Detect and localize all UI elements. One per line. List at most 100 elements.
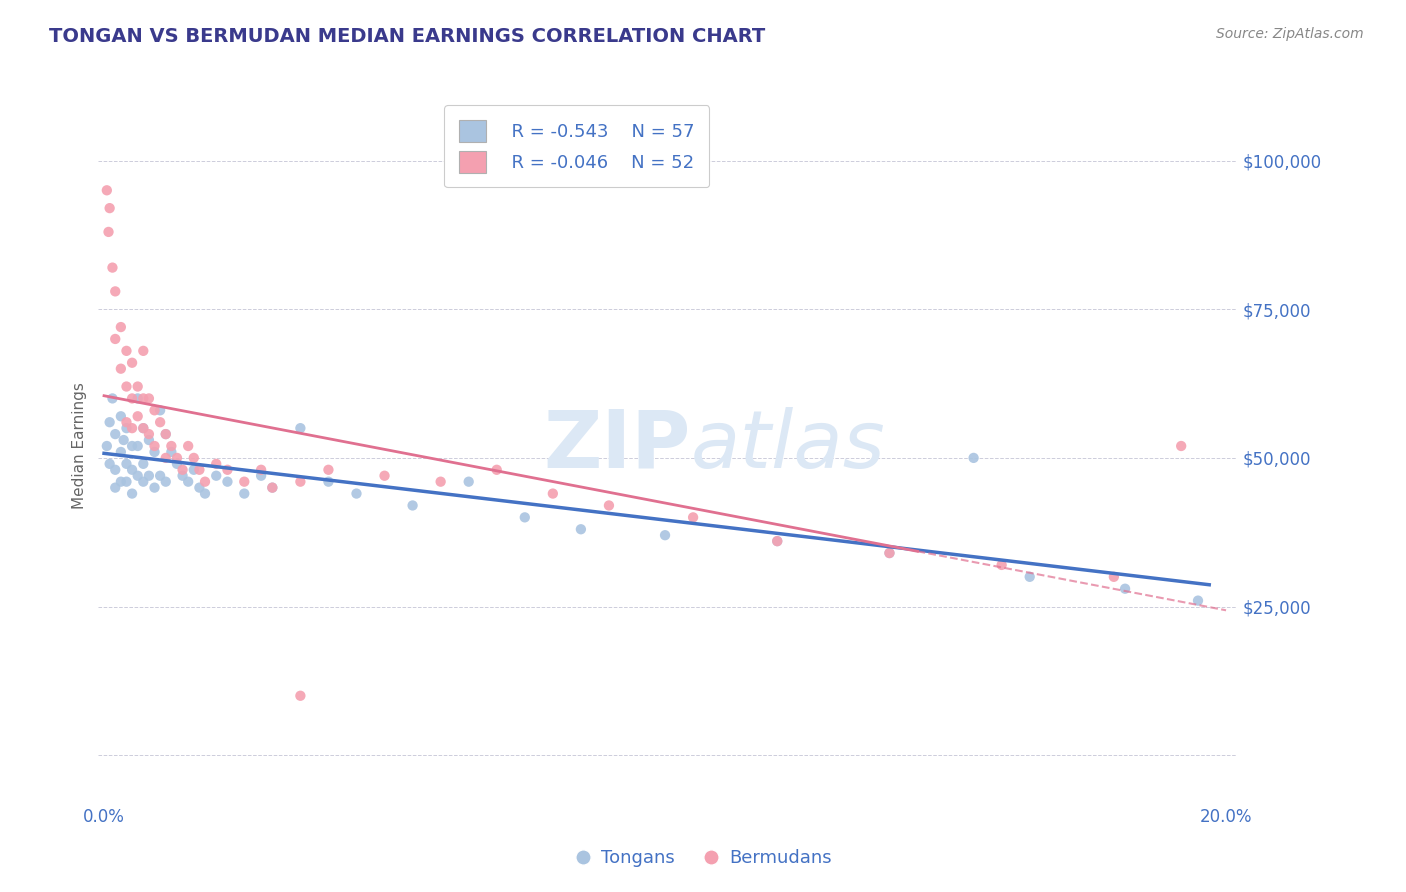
Point [143,445,166,459]
Point [654,528,676,542]
Point [132,392,155,406]
Point [127,468,149,483]
Legend: Tongans, Bermudans: Tongans, Bermudans [567,842,839,874]
Text: Source: ZipAtlas.com: Source: ZipAtlas.com [1216,27,1364,41]
Point [290,475,312,489]
Point [373,468,395,483]
Point [262,481,284,495]
Point [194,475,217,489]
Point [217,463,239,477]
Point [132,475,155,489]
Point [233,475,256,489]
Point [990,558,1012,572]
Point [143,403,166,417]
Point [457,475,479,489]
Point [149,415,172,429]
Point [115,343,138,358]
Point [1187,593,1209,607]
Point [513,510,536,524]
Point [121,463,143,477]
Point [143,439,166,453]
Point [183,450,205,465]
Point [115,421,138,435]
Point [121,356,143,370]
Y-axis label: Median Earnings: Median Earnings [72,383,87,509]
Point [188,463,211,477]
Point [98,457,121,471]
Point [115,457,138,471]
Point [569,522,592,536]
Point [541,486,564,500]
Point [110,320,132,334]
Point [138,433,160,447]
Point [290,689,312,703]
Point [879,546,901,560]
Point [104,427,127,442]
Point [110,475,132,489]
Point [879,546,901,560]
Point [101,392,124,406]
Point [1114,582,1136,596]
Point [290,421,312,435]
Point [132,343,155,358]
Point [250,463,273,477]
Point [121,486,143,500]
Point [233,486,256,500]
Text: ZIP: ZIP [543,407,690,485]
Point [101,260,124,275]
Point [262,481,284,495]
Point [188,481,211,495]
Point [1018,570,1040,584]
Point [127,439,149,453]
Point [96,439,118,453]
Point [121,421,143,435]
Point [121,439,143,453]
Point [318,463,340,477]
Point [183,463,205,477]
Point [115,475,138,489]
Point [104,332,127,346]
Point [160,439,183,453]
Point [485,463,508,477]
Point [104,481,127,495]
Point [177,475,200,489]
Point [112,433,135,447]
Point [110,445,132,459]
Point [115,415,138,429]
Point [766,534,789,549]
Point [598,499,620,513]
Point [138,392,160,406]
Point [143,481,166,495]
Point [104,463,127,477]
Point [132,421,155,435]
Point [166,457,188,471]
Point [110,409,132,424]
Point [1102,570,1125,584]
Point [1170,439,1192,453]
Point [766,534,789,549]
Point [127,409,149,424]
Point [250,468,273,483]
Point [127,379,149,393]
Point [962,450,984,465]
Point [346,486,368,500]
Point [132,421,155,435]
Point [155,450,177,465]
Text: TONGAN VS BERMUDAN MEDIAN EARNINGS CORRELATION CHART: TONGAN VS BERMUDAN MEDIAN EARNINGS CORRE… [49,27,765,45]
Point [205,468,228,483]
Point [132,457,155,471]
Point [149,468,172,483]
Point [172,463,194,477]
Point [98,201,121,215]
Point [138,427,160,442]
Point [155,475,177,489]
Point [138,468,160,483]
Point [205,457,228,471]
Point [401,499,423,513]
Point [98,415,121,429]
Point [682,510,704,524]
Point [97,225,120,239]
Point [160,445,183,459]
Point [96,183,118,197]
Point [172,468,194,483]
